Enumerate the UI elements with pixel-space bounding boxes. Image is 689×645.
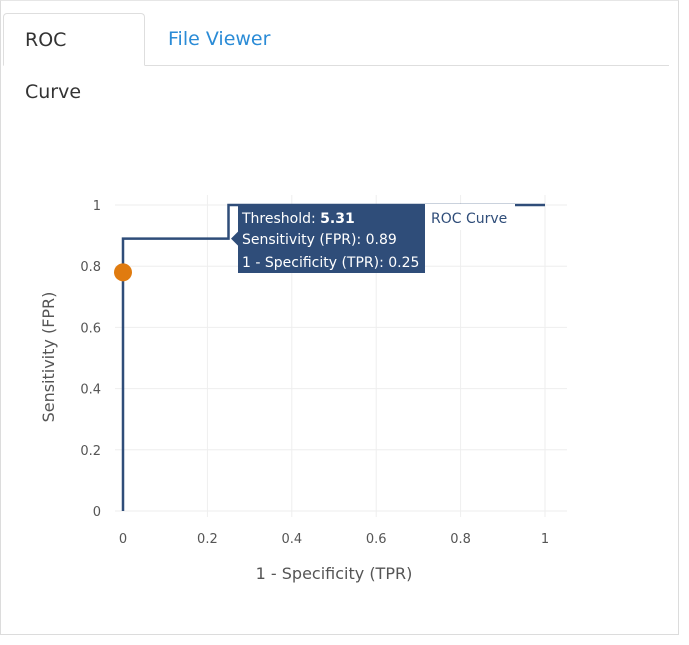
tab-bar: ROC Curve File Viewer: [3, 13, 669, 103]
chart-panel: ROC Curve File Viewer: [0, 0, 679, 635]
tooltip-arrow: [231, 231, 238, 246]
y-tick-label: 0.6: [80, 321, 101, 336]
y-tick-label: 0.8: [80, 260, 101, 275]
y-tick-label: 0: [93, 505, 101, 520]
tooltip-sensitivity: Sensitivity (FPR): 0.89: [242, 232, 397, 248]
x-tick-label: 1: [541, 532, 549, 547]
tab-roc-curve[interactable]: ROC Curve: [3, 13, 145, 103]
tooltip-background: [238, 204, 425, 273]
x-tick-label: 0: [119, 532, 127, 547]
y-tick-label: 0.2: [80, 444, 101, 459]
x-tick-label: 0.8: [450, 532, 471, 547]
bottom-divider: [0, 634, 679, 635]
y-tick-label: 0.4: [80, 383, 101, 398]
tooltip-series-background: [425, 204, 515, 230]
x-axis-title: 1 - Specificity (TPR): [256, 564, 413, 583]
x-tick-label: 0.6: [366, 532, 387, 547]
x-tick-label: 0.2: [197, 532, 218, 547]
y-tick-labels: 0 0.2 0.4 0.6 0.8 1: [80, 199, 101, 520]
tooltip-threshold-value: 5.31: [320, 211, 355, 227]
tooltip-threshold: Threshold: 5.31: [241, 211, 355, 227]
tab-file-viewer[interactable]: File Viewer: [168, 28, 271, 50]
tooltip-threshold-label: Threshold:: [241, 211, 320, 227]
highlighted-point[interactable]: [114, 263, 132, 282]
tooltip-specificity: 1 - Specificity (TPR): 0.25: [242, 255, 419, 271]
x-tick-label: 0.4: [281, 532, 302, 547]
y-axis-title: Sensitivity (FPR): [39, 292, 58, 423]
x-tick-labels: 0 0.2 0.4 0.6 0.8 1: [119, 532, 549, 547]
tooltip-series-name: ROC Curve: [431, 211, 507, 227]
y-tick-label: 1: [93, 199, 101, 214]
hover-tooltip: Threshold: 5.31 Sensitivity (FPR): 0.89 …: [231, 204, 515, 273]
